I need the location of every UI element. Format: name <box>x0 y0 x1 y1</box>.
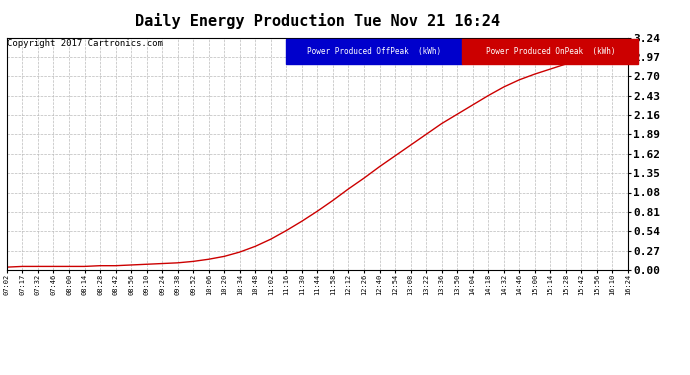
Text: Daily Energy Production Tue Nov 21 16:24: Daily Energy Production Tue Nov 21 16:24 <box>135 13 500 29</box>
Text: Copyright 2017 Cartronics.com: Copyright 2017 Cartronics.com <box>7 39 163 48</box>
Text: Power Produced OnPeak  (kWh): Power Produced OnPeak (kWh) <box>486 47 615 56</box>
Text: Power Produced OffPeak  (kWh): Power Produced OffPeak (kWh) <box>307 47 442 56</box>
